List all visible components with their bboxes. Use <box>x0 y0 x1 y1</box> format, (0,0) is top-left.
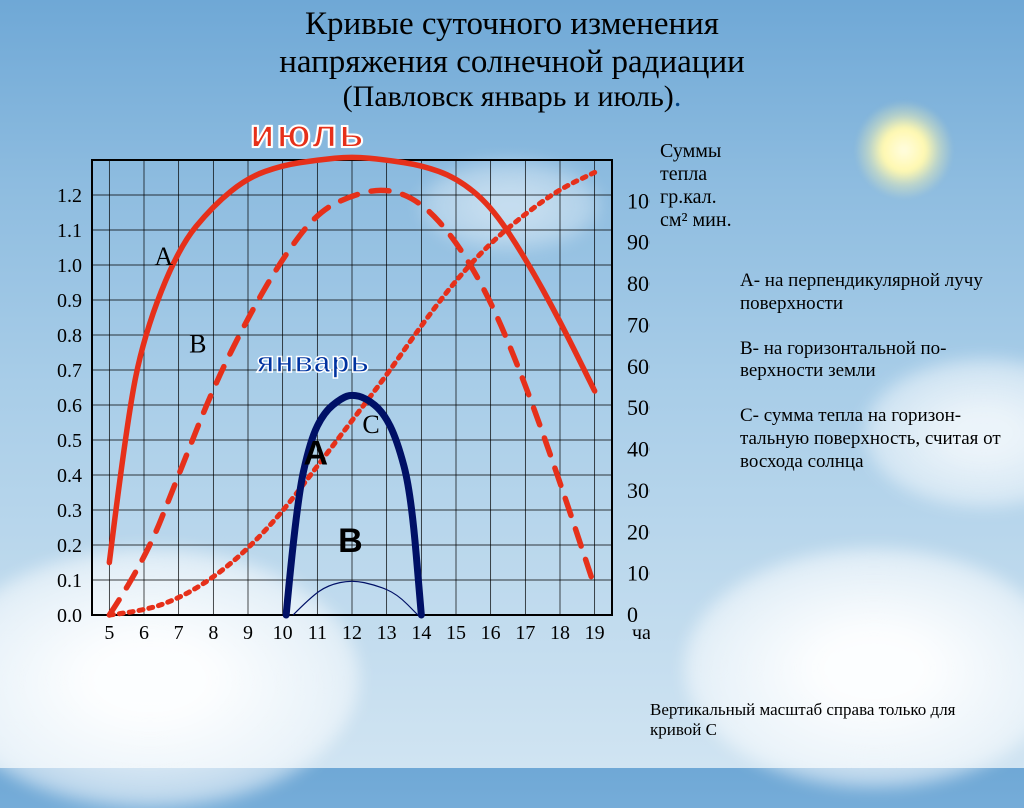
svg-text:0.4: 0.4 <box>57 465 82 487</box>
svg-text:0.7: 0.7 <box>57 360 82 382</box>
svg-text:16: 16 <box>481 622 501 644</box>
svg-text:400: 400 <box>627 437 650 462</box>
label-july: июль <box>250 112 366 157</box>
svg-text:0: 0 <box>627 602 638 627</box>
footer-note: Вертикальный масштаб справа только для к… <box>650 700 1010 740</box>
svg-text:0.6: 0.6 <box>57 395 82 417</box>
svg-text:12: 12 <box>342 622 362 644</box>
svg-text:5: 5 <box>104 622 114 644</box>
chart-title: Кривые суточного изменения напряжения со… <box>0 0 1024 82</box>
svg-text:18: 18 <box>550 622 570 644</box>
svg-text:0.1: 0.1 <box>57 570 82 592</box>
chart-subtitle: (Павловск январь и июль). <box>0 80 1024 114</box>
svg-text:600: 600 <box>627 354 650 379</box>
svg-text:11: 11 <box>308 622 327 644</box>
label-january: январь <box>257 346 370 380</box>
legend-b: В- на горизонтальной по-верхности земли <box>740 338 1010 384</box>
svg-text:100: 100 <box>627 561 650 586</box>
svg-text:0.3: 0.3 <box>57 500 82 522</box>
svg-text:800: 800 <box>627 271 650 296</box>
svg-text:6: 6 <box>139 622 149 644</box>
svg-text:0.0: 0.0 <box>57 605 82 627</box>
svg-text:700: 700 <box>627 312 650 337</box>
right-panel: Суммы тепла гр.кал. см² мин. А- на перпе… <box>660 140 1010 250</box>
svg-text:300: 300 <box>627 478 650 503</box>
svg-text:0.9: 0.9 <box>57 290 82 312</box>
svg-text:7: 7 <box>174 622 184 644</box>
svg-text:14: 14 <box>411 622 431 644</box>
chart-svg: 0.0 0.1 0.2 0.3 0.4 0.5 0.6 0.7 0.8 0.9 1.0 1.1 1.2 5… <box>20 150 650 690</box>
title-line2: напряжения солнечной радиации <box>279 44 745 80</box>
svg-text:500: 500 <box>627 395 650 420</box>
svg-text:8: 8 <box>208 622 218 644</box>
svg-text:1000: 1000 <box>627 188 650 213</box>
curve-label-B_outer: B <box>189 330 206 359</box>
subtitle-text: (Павловск январь и июль) <box>343 80 674 113</box>
chart-area: 0.0 0.1 0.2 0.3 0.4 0.5 0.6 0.7 0.8 0.9 1.0 1.1 1.2 5… <box>20 150 650 680</box>
curve-label-C_outer: C <box>362 410 379 439</box>
svg-text:1.1: 1.1 <box>57 220 82 242</box>
curve-label-A_outer: A <box>154 242 173 271</box>
curve-label-A_inner: A <box>303 435 328 473</box>
svg-text:13: 13 <box>377 622 397 644</box>
svg-text:19: 19 <box>585 622 605 644</box>
svg-text:17: 17 <box>515 622 535 644</box>
svg-text:0.8: 0.8 <box>57 325 82 347</box>
svg-text:200: 200 <box>627 519 650 544</box>
svg-text:900: 900 <box>627 230 650 255</box>
subtitle-dot: . <box>674 80 682 113</box>
legend-c: С- сумма тепла на горизон-тальную поверх… <box>740 405 1010 473</box>
legend: А- на перпендикулярной лучу поверхности … <box>740 270 1010 496</box>
svg-text:9: 9 <box>243 622 253 644</box>
svg-text:1.2: 1.2 <box>57 185 82 207</box>
title-line1: Кривые суточного изменения <box>305 6 719 42</box>
svg-text:0.2: 0.2 <box>57 535 82 557</box>
svg-text:15: 15 <box>446 622 466 644</box>
y2-caption: Суммы тепла гр.кал. см² мин. <box>660 140 1010 232</box>
legend-a: А- на перпендикулярной лучу поверхности <box>740 270 1010 316</box>
svg-text:1.0: 1.0 <box>57 255 82 277</box>
svg-text:0.5: 0.5 <box>57 430 82 452</box>
svg-text:10: 10 <box>273 622 293 644</box>
curve-label-B_inner: B <box>338 522 363 560</box>
